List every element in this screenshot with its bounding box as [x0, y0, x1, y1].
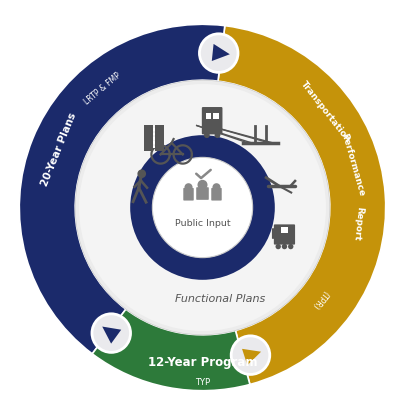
Text: LRTP & FMP: LRTP & FMP: [83, 71, 123, 106]
Bar: [155, 125, 164, 151]
Circle shape: [204, 132, 210, 138]
Wedge shape: [218, 26, 386, 384]
Polygon shape: [242, 349, 261, 365]
Bar: [153, 137, 156, 139]
Bar: [213, 113, 219, 119]
Text: 20-Year Plans: 20-Year Plans: [39, 111, 78, 188]
Circle shape: [137, 169, 146, 178]
Text: (TPR): (TPR): [310, 288, 330, 310]
Circle shape: [198, 180, 207, 190]
Text: 12-Year Program: 12-Year Program: [148, 356, 257, 369]
Bar: [206, 113, 211, 119]
Bar: [281, 227, 288, 232]
FancyBboxPatch shape: [272, 228, 277, 239]
Circle shape: [288, 244, 294, 249]
Circle shape: [130, 135, 275, 280]
Bar: [153, 133, 156, 135]
Circle shape: [79, 84, 326, 331]
Circle shape: [213, 183, 221, 191]
Polygon shape: [102, 327, 121, 344]
Circle shape: [215, 132, 220, 138]
Circle shape: [92, 314, 130, 352]
Circle shape: [275, 244, 281, 249]
Bar: [153, 146, 156, 148]
Circle shape: [231, 336, 270, 374]
Circle shape: [152, 157, 253, 258]
Text: Transportation: Transportation: [298, 79, 352, 144]
FancyBboxPatch shape: [211, 188, 222, 200]
FancyBboxPatch shape: [183, 188, 194, 200]
Polygon shape: [212, 44, 230, 61]
Wedge shape: [92, 309, 250, 391]
Text: Public Input: Public Input: [175, 219, 230, 228]
Bar: [144, 125, 153, 151]
Circle shape: [199, 34, 238, 72]
Wedge shape: [19, 24, 225, 354]
FancyBboxPatch shape: [274, 225, 295, 244]
Circle shape: [184, 183, 192, 191]
Bar: [153, 142, 156, 144]
Bar: [153, 128, 156, 131]
Text: Functional Plans: Functional Plans: [175, 294, 265, 304]
FancyBboxPatch shape: [196, 187, 209, 200]
Text: Report: Report: [351, 206, 364, 242]
Circle shape: [282, 244, 287, 249]
FancyBboxPatch shape: [202, 107, 222, 134]
Circle shape: [75, 80, 330, 335]
Text: Performance: Performance: [339, 132, 366, 197]
Text: TYP: TYP: [195, 378, 210, 387]
